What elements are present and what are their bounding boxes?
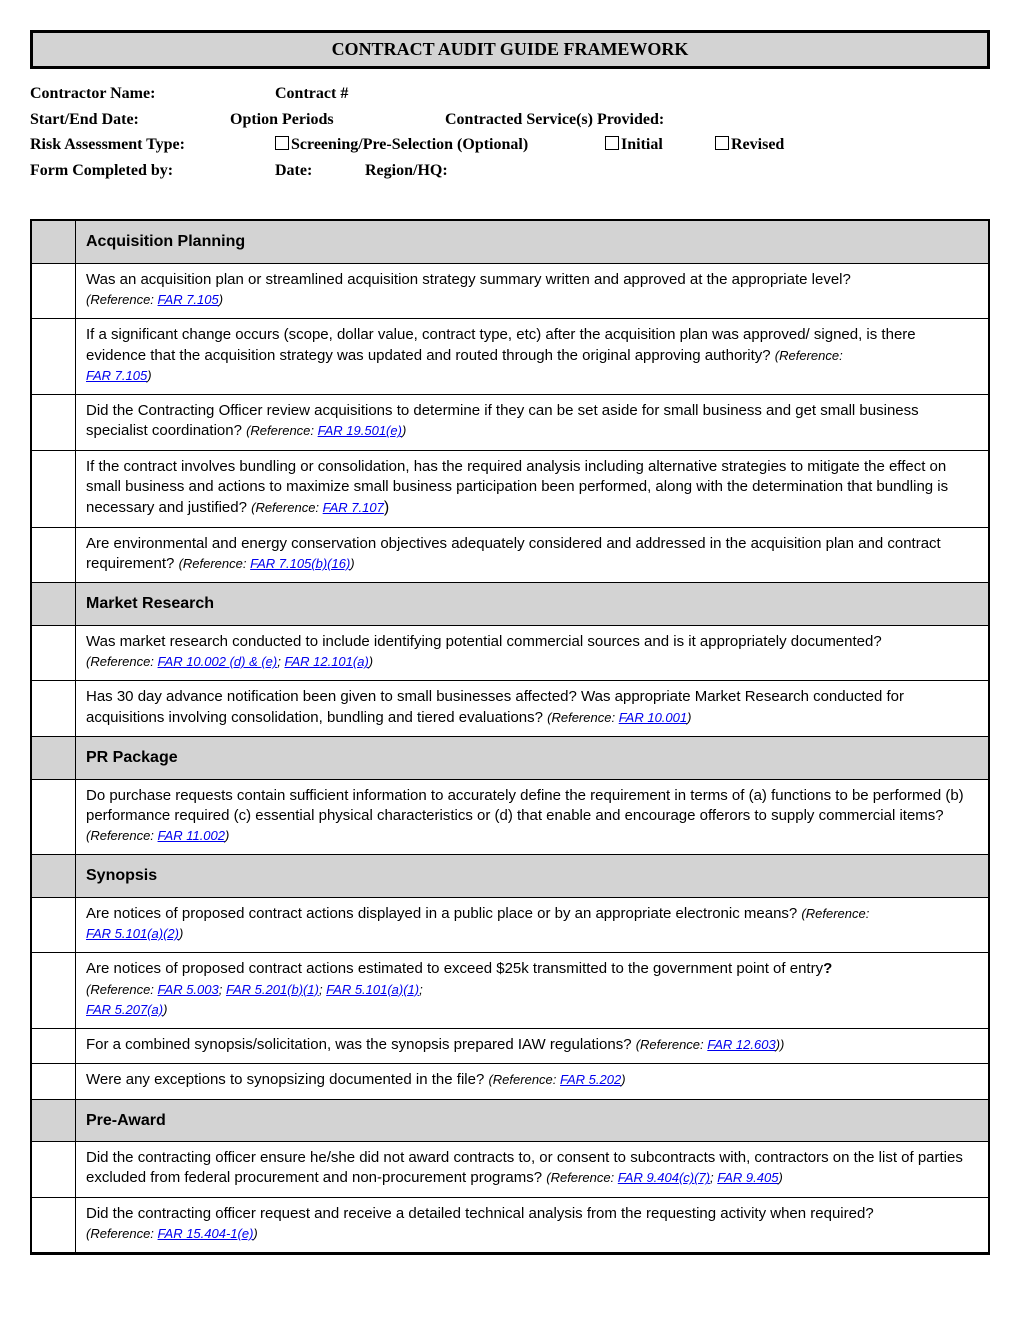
far-link[interactable]: FAR 11.002	[158, 828, 225, 843]
far-link[interactable]: FAR 5.202	[560, 1072, 621, 1087]
far-link[interactable]: FAR 7.105	[86, 368, 147, 383]
question-row: Are notices of proposed contract actions…	[76, 953, 988, 1029]
label-region: Region/HQ:	[365, 158, 448, 184]
far-link[interactable]: FAR 10.002 (d) & (e)	[158, 654, 278, 669]
far-link[interactable]: FAR 7.107	[323, 500, 384, 515]
question-row: If a significant change occurs (scope, d…	[76, 319, 988, 395]
far-link[interactable]: FAR 7.105	[158, 292, 219, 307]
far-link[interactable]: FAR 5.207(a)	[86, 1002, 163, 1017]
question-row: Did the Contracting Officer review acqui…	[76, 395, 988, 451]
question-row: Has 30 day advance notification been giv…	[76, 681, 988, 737]
label-completed-by: Form Completed by:	[30, 158, 275, 184]
far-link[interactable]: FAR 19.501(e)	[318, 423, 402, 438]
question-row: Are environmental and energy conservatio…	[76, 528, 988, 584]
page-title: CONTRACT AUDIT GUIDE FRAMEWORK	[30, 30, 990, 69]
question-row: For a combined synopsis/solicitation, wa…	[76, 1029, 988, 1064]
label-start-end: Start/End Date:	[30, 107, 230, 133]
label-contractor-name: Contractor Name:	[30, 81, 275, 107]
question-row: If the contract involves bundling or con…	[76, 451, 988, 528]
section-market-research: Market Research	[76, 583, 988, 626]
checkbox-revised[interactable]	[715, 136, 729, 150]
section-acquisition-planning: Acquisition Planning	[76, 221, 988, 264]
checkbox-screening[interactable]	[275, 136, 289, 150]
far-link[interactable]: FAR 7.105(b)(16)	[250, 556, 350, 571]
far-link[interactable]: FAR 5.003	[158, 982, 219, 997]
meta-block: Contractor Name: Contract # Start/End Da…	[30, 81, 990, 183]
section-synopsis: Synopsis	[76, 855, 988, 898]
question-row: Was market research conducted to include…	[76, 626, 988, 682]
label-contract-num: Contract #	[275, 81, 348, 107]
label-risk: Risk Assessment Type:	[30, 132, 275, 158]
label-option-periods: Option Periods	[230, 107, 445, 133]
far-link[interactable]: FAR 15.404-1(e)	[158, 1226, 254, 1241]
question-row: Did the contracting officer request and …	[76, 1198, 988, 1254]
label-services: Contracted Service(s) Provided:	[445, 107, 664, 133]
label-revised: Revised	[731, 136, 784, 153]
label-screening: Screening/Pre-Selection (Optional)	[291, 136, 528, 153]
audit-table: Acquisition Planning Was an acquisition …	[30, 219, 990, 1255]
far-link[interactable]: FAR 9.405	[717, 1170, 778, 1185]
far-link[interactable]: FAR 10.001	[619, 710, 687, 725]
checkbox-initial[interactable]	[605, 136, 619, 150]
question-row: Was an acquisition plan or streamlined a…	[76, 264, 988, 320]
section-pr-package: PR Package	[76, 737, 988, 780]
far-link[interactable]: FAR 5.201(b)(1)	[226, 982, 319, 997]
far-link[interactable]: FAR 9.404(c)(7)	[618, 1170, 710, 1185]
question-row: Are notices of proposed contract actions…	[76, 898, 988, 954]
label-date: Date:	[275, 158, 365, 184]
label-initial: Initial	[621, 136, 663, 153]
question-row: Do purchase requests contain sufficient …	[76, 780, 988, 856]
question-row: Were any exceptions to synopsizing docum…	[76, 1064, 988, 1099]
question-row: Did the contracting officer ensure he/sh…	[76, 1142, 988, 1198]
far-link[interactable]: FAR 12.603	[707, 1037, 775, 1052]
far-link[interactable]: FAR 5.101(a)(2)	[86, 926, 179, 941]
far-link[interactable]: FAR 12.101(a)	[284, 654, 368, 669]
far-link[interactable]: FAR 5.101(a)(1)	[326, 982, 419, 997]
section-pre-award: Pre-Award	[76, 1100, 988, 1143]
